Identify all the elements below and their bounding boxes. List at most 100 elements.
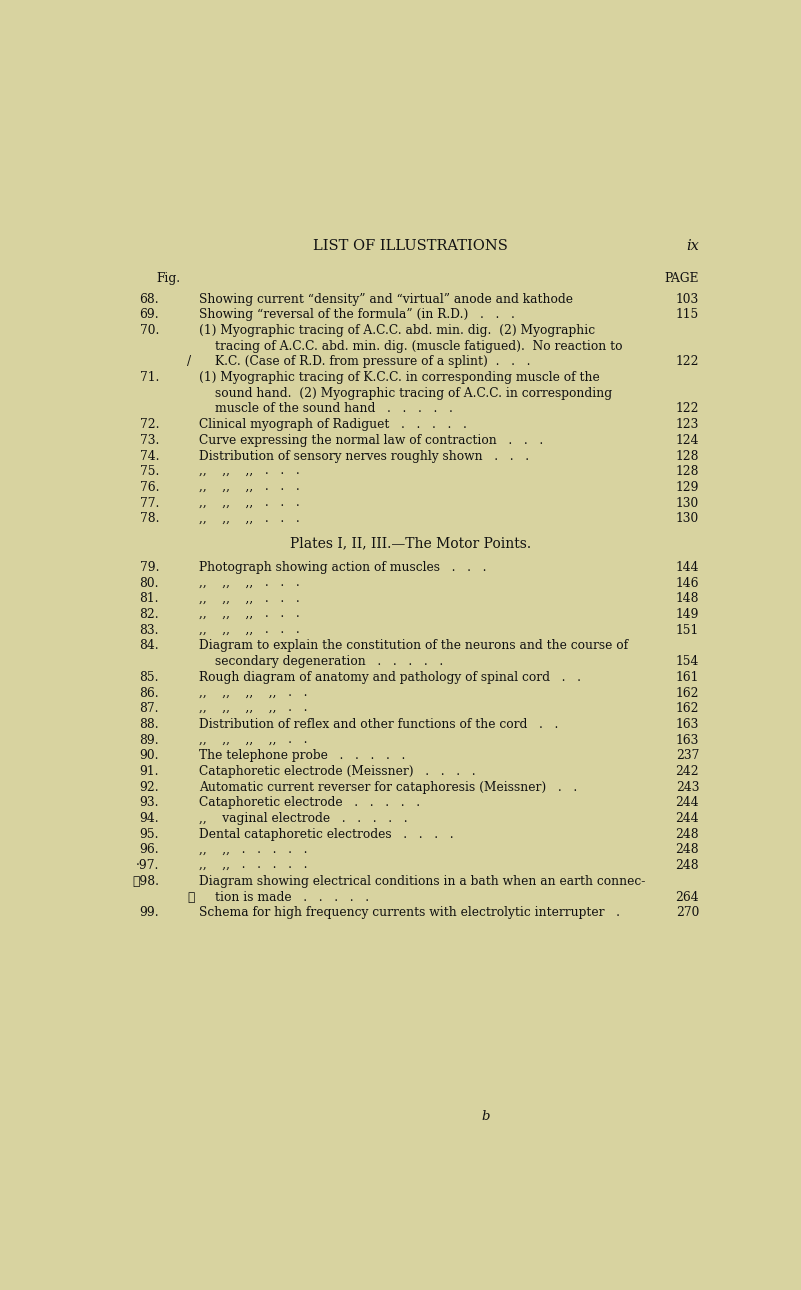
- Text: 75.: 75.: [139, 466, 159, 479]
- Text: 128: 128: [676, 466, 699, 479]
- Text: Cataphoretic electrode (Meissner)   .   .   .   .: Cataphoretic electrode (Meissner) . . . …: [199, 765, 476, 778]
- Text: muscle of the sound hand   .   .   .   .   .: muscle of the sound hand . . . . .: [215, 402, 453, 415]
- Text: 248: 248: [675, 859, 699, 872]
- Text: Photograph showing action of muscles   .   .   .: Photograph showing action of muscles . .…: [199, 561, 487, 574]
- Text: 92.: 92.: [139, 780, 159, 793]
- Text: 162: 162: [676, 686, 699, 699]
- Text: 74.: 74.: [139, 449, 159, 463]
- Text: ˹: ˹: [187, 890, 195, 903]
- Text: 124: 124: [676, 433, 699, 446]
- Text: 87.: 87.: [139, 702, 159, 715]
- Text: tracing of A.C.C. abd. min. dig. (muscle fatigued).  No reaction to: tracing of A.C.C. abd. min. dig. (muscle…: [215, 339, 622, 352]
- Text: 237: 237: [676, 749, 699, 762]
- Text: 163: 163: [676, 719, 699, 731]
- Text: 163: 163: [676, 734, 699, 747]
- Text: secondary degeneration   .   .   .   .   .: secondary degeneration . . . . .: [215, 655, 443, 668]
- Text: Rough diagram of anatomy and pathology of spinal cord   .   .: Rough diagram of anatomy and pathology o…: [199, 671, 582, 684]
- Text: 115: 115: [676, 308, 699, 321]
- Text: 243: 243: [676, 780, 699, 793]
- Text: Diagram to explain the constitution of the neurons and the course of: Diagram to explain the constitution of t…: [199, 640, 629, 653]
- Text: 81.: 81.: [139, 592, 159, 605]
- Text: ,,    ,,    ,,   .   .   .: ,, ,, ,, . . .: [199, 497, 300, 510]
- Text: 149: 149: [676, 608, 699, 620]
- Text: Showing current “density” and “virtual” anode and kathode: Showing current “density” and “virtual” …: [199, 293, 574, 306]
- Text: Distribution of sensory nerves roughly shown   .   .   .: Distribution of sensory nerves roughly s…: [199, 449, 529, 463]
- Text: 242: 242: [675, 765, 699, 778]
- Text: 68.: 68.: [139, 293, 159, 306]
- Text: 130: 130: [676, 512, 699, 525]
- Text: (1) Myographic tracing of A.C.C. abd. min. dig.  (2) Myographic: (1) Myographic tracing of A.C.C. abd. mi…: [199, 324, 596, 337]
- Text: ,,    ,,    ,,    ,,   .   .: ,, ,, ,, ,, . .: [199, 702, 308, 715]
- Text: ,,    ,,    ,,   .   .   .: ,, ,, ,, . . .: [199, 466, 300, 479]
- Text: 86.: 86.: [139, 686, 159, 699]
- Text: ,,    ,,    ,,   .   .   .: ,, ,, ,, . . .: [199, 592, 300, 605]
- Text: 144: 144: [676, 561, 699, 574]
- Text: 122: 122: [676, 355, 699, 369]
- Text: The telephone probe   .   .   .   .   .: The telephone probe . . . . .: [199, 749, 406, 762]
- Text: ˹98.: ˹98.: [132, 875, 159, 888]
- Text: tion is made   .   .   .   .   .: tion is made . . . . .: [215, 890, 369, 903]
- Text: ,,    ,,    ,,    ,,   .   .: ,, ,, ,, ,, . .: [199, 734, 308, 747]
- Text: 77.: 77.: [139, 497, 159, 510]
- Text: ·97.: ·97.: [135, 859, 159, 872]
- Text: 72.: 72.: [139, 418, 159, 431]
- Text: Clinical myograph of Radiguet   .   .   .   .   .: Clinical myograph of Radiguet . . . . .: [199, 418, 467, 431]
- Text: 248: 248: [675, 828, 699, 841]
- Text: 83.: 83.: [139, 624, 159, 637]
- Text: 73.: 73.: [139, 433, 159, 446]
- Text: 84.: 84.: [139, 640, 159, 653]
- Text: 69.: 69.: [139, 308, 159, 321]
- Text: 129: 129: [676, 481, 699, 494]
- Text: 154: 154: [676, 655, 699, 668]
- Text: 146: 146: [676, 577, 699, 590]
- Text: 151: 151: [676, 624, 699, 637]
- Text: 123: 123: [676, 418, 699, 431]
- Text: Distribution of reflex and other functions of the cord   .   .: Distribution of reflex and other functio…: [199, 719, 559, 731]
- Text: b: b: [482, 1111, 490, 1124]
- Text: Diagram showing electrical conditions in a bath when an earth connec-: Diagram showing electrical conditions in…: [199, 875, 646, 888]
- Text: ,,    ,,    ,,   .   .   .: ,, ,, ,, . . .: [199, 481, 300, 494]
- Text: 99.: 99.: [139, 907, 159, 920]
- Text: 71.: 71.: [139, 372, 159, 384]
- Text: 148: 148: [676, 592, 699, 605]
- Text: 264: 264: [675, 890, 699, 903]
- Text: K.C. (Case of R.D. from pressure of a splint)  .   .   .: K.C. (Case of R.D. from pressure of a sp…: [215, 355, 530, 369]
- Text: 103: 103: [676, 293, 699, 306]
- Text: Automatic current reverser for cataphoresis (Meissner)   .   .: Automatic current reverser for cataphore…: [199, 780, 578, 793]
- Text: 91.: 91.: [139, 765, 159, 778]
- Text: Showing “reversal of the formula” (in R.D.)   .   .   .: Showing “reversal of the formula” (in R.…: [199, 308, 515, 321]
- Text: ,,    ,,    ,,    ,,   .   .: ,, ,, ,, ,, . .: [199, 686, 308, 699]
- Text: 76.: 76.: [139, 481, 159, 494]
- Text: /: /: [187, 355, 191, 369]
- Text: Plates I, II, III.—The Motor Points.: Plates I, II, III.—The Motor Points.: [290, 537, 531, 551]
- Text: Dental cataphoretic electrodes   .   .   .   .: Dental cataphoretic electrodes . . . .: [199, 828, 454, 841]
- Text: ix: ix: [686, 239, 699, 253]
- Text: 248: 248: [675, 844, 699, 857]
- Text: 88.: 88.: [139, 719, 159, 731]
- Text: 79.: 79.: [139, 561, 159, 574]
- Text: Cataphoretic electrode   .   .   .   .   .: Cataphoretic electrode . . . . .: [199, 796, 421, 809]
- Text: 128: 128: [676, 449, 699, 463]
- Text: 85.: 85.: [139, 671, 159, 684]
- Text: 122: 122: [676, 402, 699, 415]
- Text: ,,    ,,    ,,   .   .   .: ,, ,, ,, . . .: [199, 512, 300, 525]
- Text: 270: 270: [676, 907, 699, 920]
- Text: ,,    ,,    ,,   .   .   .: ,, ,, ,, . . .: [199, 608, 300, 620]
- Text: LIST OF ILLUSTRATIONS: LIST OF ILLUSTRATIONS: [313, 239, 508, 253]
- Text: 82.: 82.: [139, 608, 159, 620]
- Text: 95.: 95.: [139, 828, 159, 841]
- Text: Schema for high frequency currents with electrolytic interrupter   .: Schema for high frequency currents with …: [199, 907, 621, 920]
- Text: (1) Myographic tracing of K.C.C. in corresponding muscle of the: (1) Myographic tracing of K.C.C. in corr…: [199, 372, 600, 384]
- Text: 244: 244: [675, 813, 699, 826]
- Text: 96.: 96.: [139, 844, 159, 857]
- Text: 244: 244: [675, 796, 699, 809]
- Text: Curve expressing the normal law of contraction   .   .   .: Curve expressing the normal law of contr…: [199, 433, 544, 446]
- Text: Fig.: Fig.: [156, 272, 180, 285]
- Text: 162: 162: [676, 702, 699, 715]
- Text: 161: 161: [676, 671, 699, 684]
- Text: 78.: 78.: [139, 512, 159, 525]
- Text: ,,    vaginal electrode   .   .   .   .   .: ,, vaginal electrode . . . . .: [199, 813, 408, 826]
- Text: ,,    ,,   .   .   .   .   .: ,, ,, . . . . .: [199, 844, 308, 857]
- Text: 94.: 94.: [139, 813, 159, 826]
- Text: 93.: 93.: [139, 796, 159, 809]
